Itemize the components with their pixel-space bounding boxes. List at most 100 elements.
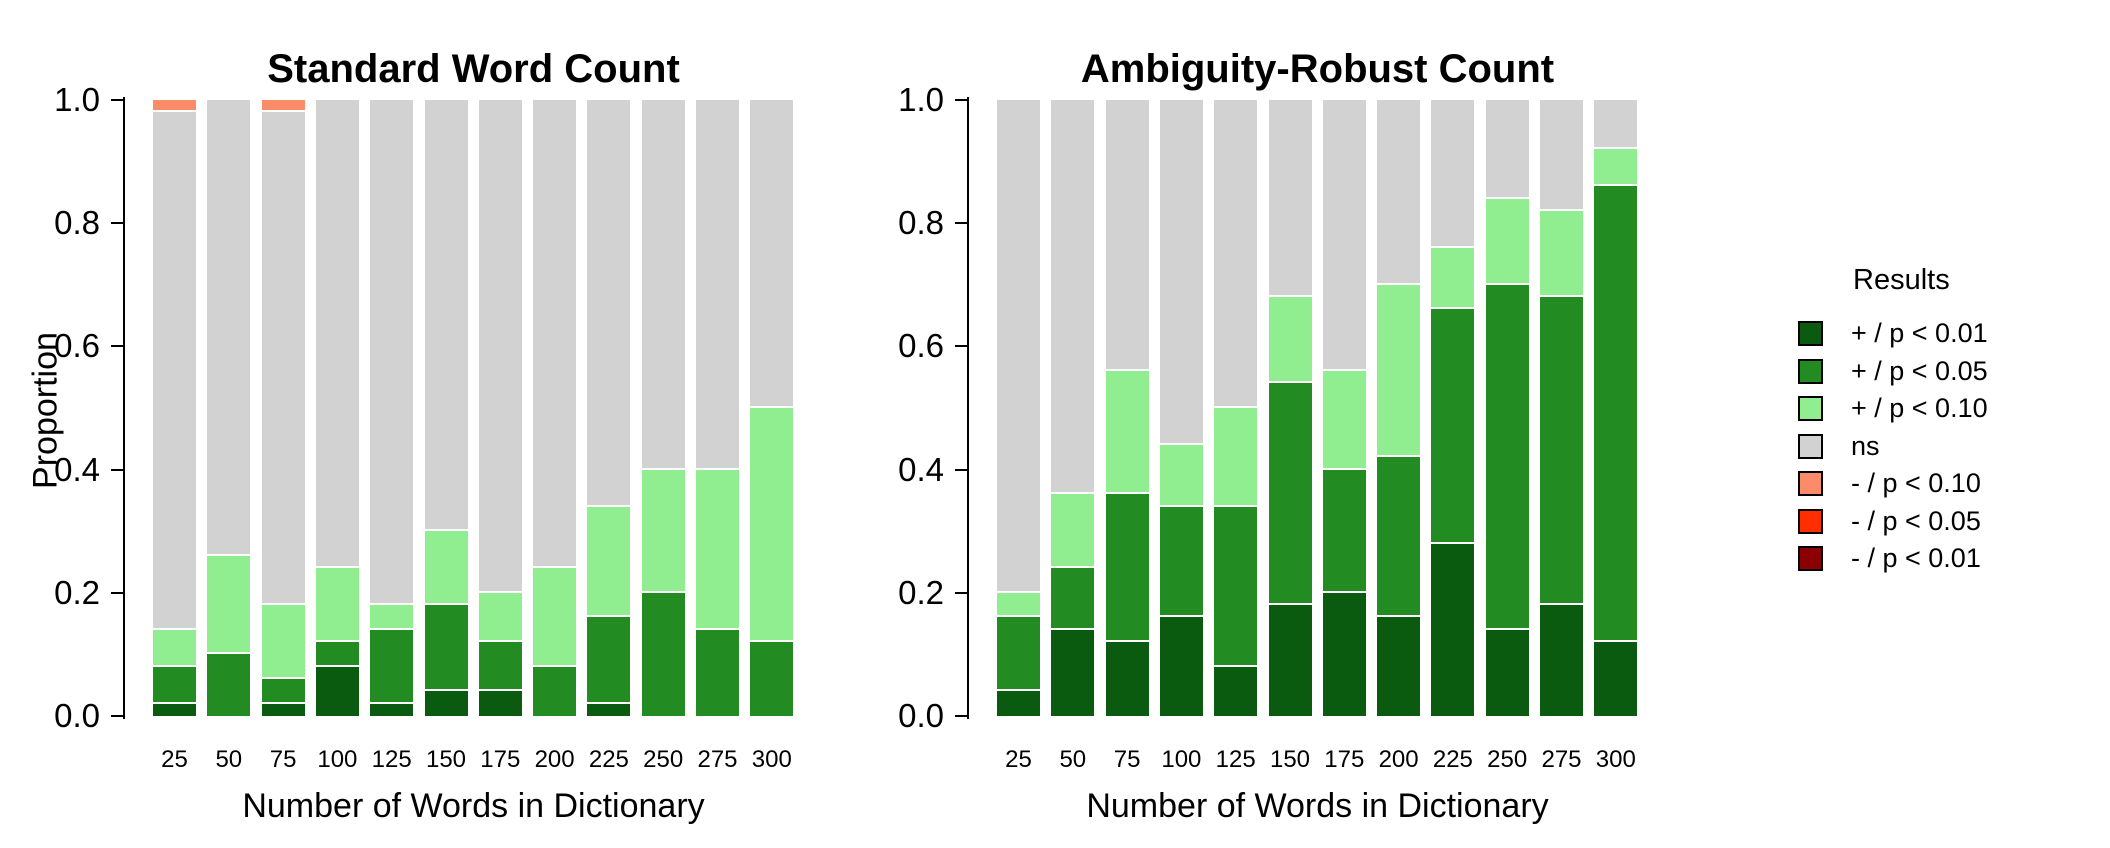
bar-segment [153,629,196,667]
y-tick-mark [111,468,123,471]
bar-segment [207,654,251,716]
bar-segment [1594,149,1638,187]
y-tick-label: 1.0 [898,81,944,118]
bar-segment [1214,408,1258,507]
bar-segment [1159,444,1203,507]
bar-segment [1322,469,1366,593]
bar-segment [750,100,794,409]
x-tick-label: 50 [1059,746,1087,773]
bar-25 [153,100,196,716]
bar-segment [1214,506,1258,667]
bar-segment [1051,494,1095,569]
bar-segment [997,592,1040,618]
bar-segment [641,100,685,470]
legend-swatch [1798,433,1823,459]
bar-segment [1594,186,1638,643]
x-tick-label: 125 [371,746,412,773]
bar-segment [1214,666,1258,716]
bar-150 [424,100,468,716]
bar-segment [1540,100,1583,211]
bar-segment [424,531,468,606]
bar-segment [261,703,305,716]
bar-300 [750,100,794,716]
bar-segment [1594,642,1638,716]
y-tick-mark [955,99,967,101]
bar-segment [1159,100,1203,445]
y-tick-mark [111,222,123,225]
bar-segment [997,617,1040,692]
bar-segment [1105,642,1149,716]
bar-segment [370,703,414,716]
x-tick-label: 50 [215,746,243,773]
y-tick-mark [955,468,967,471]
bar-175 [478,100,522,716]
bar-segment [1540,605,1583,716]
bar-100 [315,100,359,716]
x-tick-label: 225 [588,746,629,773]
bar-segment [1159,617,1203,716]
legend-item: - / p < 0.10 [1798,465,1988,503]
bar-segment [478,100,522,593]
bar-175 [1322,100,1366,716]
legend-title: Results [1853,264,1950,296]
legend-label: - / p < 0.01 [1851,543,1981,574]
bar-segment [478,592,522,643]
bar-segment [478,691,522,716]
bar-250 [1485,100,1529,716]
bar-125 [370,100,414,716]
bar-segment [153,666,196,704]
legend-label: - / p < 0.05 [1851,505,1981,536]
bar-segment [1377,457,1421,618]
legend-items: + / p < 0.01 + / p < 0.05 + / p < 0.10 ns - … [1798,315,1988,578]
bar-segment [1431,309,1475,544]
bar-segment [478,642,522,692]
bar-segment [424,605,468,692]
x-tick-label: 275 [1541,746,1582,773]
y-tick-label: 0.2 [898,573,944,611]
bar-segment [1485,284,1529,630]
bar-segment [1051,568,1095,630]
bar-segment [1377,284,1421,458]
x-tick-label: 150 [1269,746,1311,773]
y-tick-label: 0.6 [898,327,944,365]
x-tick-label: 250 [643,746,684,773]
bar-segment [370,605,414,630]
bar-segment [1431,247,1475,310]
bar-segment [750,408,794,643]
bar-segment [1540,210,1583,298]
bar-segment [533,568,577,667]
x-tick-label: 75 [269,746,297,773]
bar-segment [587,617,631,704]
bar-50 [1051,100,1095,716]
legend-label: + / p < 0.01 [1851,318,1988,349]
legend-label: + / p < 0.05 [1851,355,1988,386]
x-axis-label: Number of Words in Dictionary [242,787,705,825]
bar-75 [1105,100,1149,716]
y-tick-mark [955,715,967,717]
bar-segment [1051,100,1095,495]
bar-segment [1377,617,1421,716]
y-tick-label: 0.4 [898,450,944,488]
x-tick-label: 175 [1324,746,1365,773]
legend-item: ns [1798,428,1988,466]
bar-segment [587,703,631,716]
bar-segment [533,666,577,716]
x-tick-label: 200 [1378,746,1419,773]
bar-segment [1105,371,1149,495]
bar-segment [533,100,577,569]
x-tick-label: 175 [480,746,521,773]
bar-segment [153,100,196,113]
bar-segment [696,100,739,470]
bar-segment [1268,605,1312,716]
y-tick-label: 0.4 [54,450,100,488]
y-tick-label: 1.0 [54,81,100,118]
y-tick-mark [111,99,123,101]
legend-swatch [1798,471,1823,497]
x-tick-label: 300 [1595,746,1636,773]
bar-segment [1322,100,1366,372]
y-tick-label: 0.8 [898,204,944,242]
bar-segment [696,629,739,716]
bar-segment [1431,543,1475,716]
y-tick-mark [111,345,123,348]
